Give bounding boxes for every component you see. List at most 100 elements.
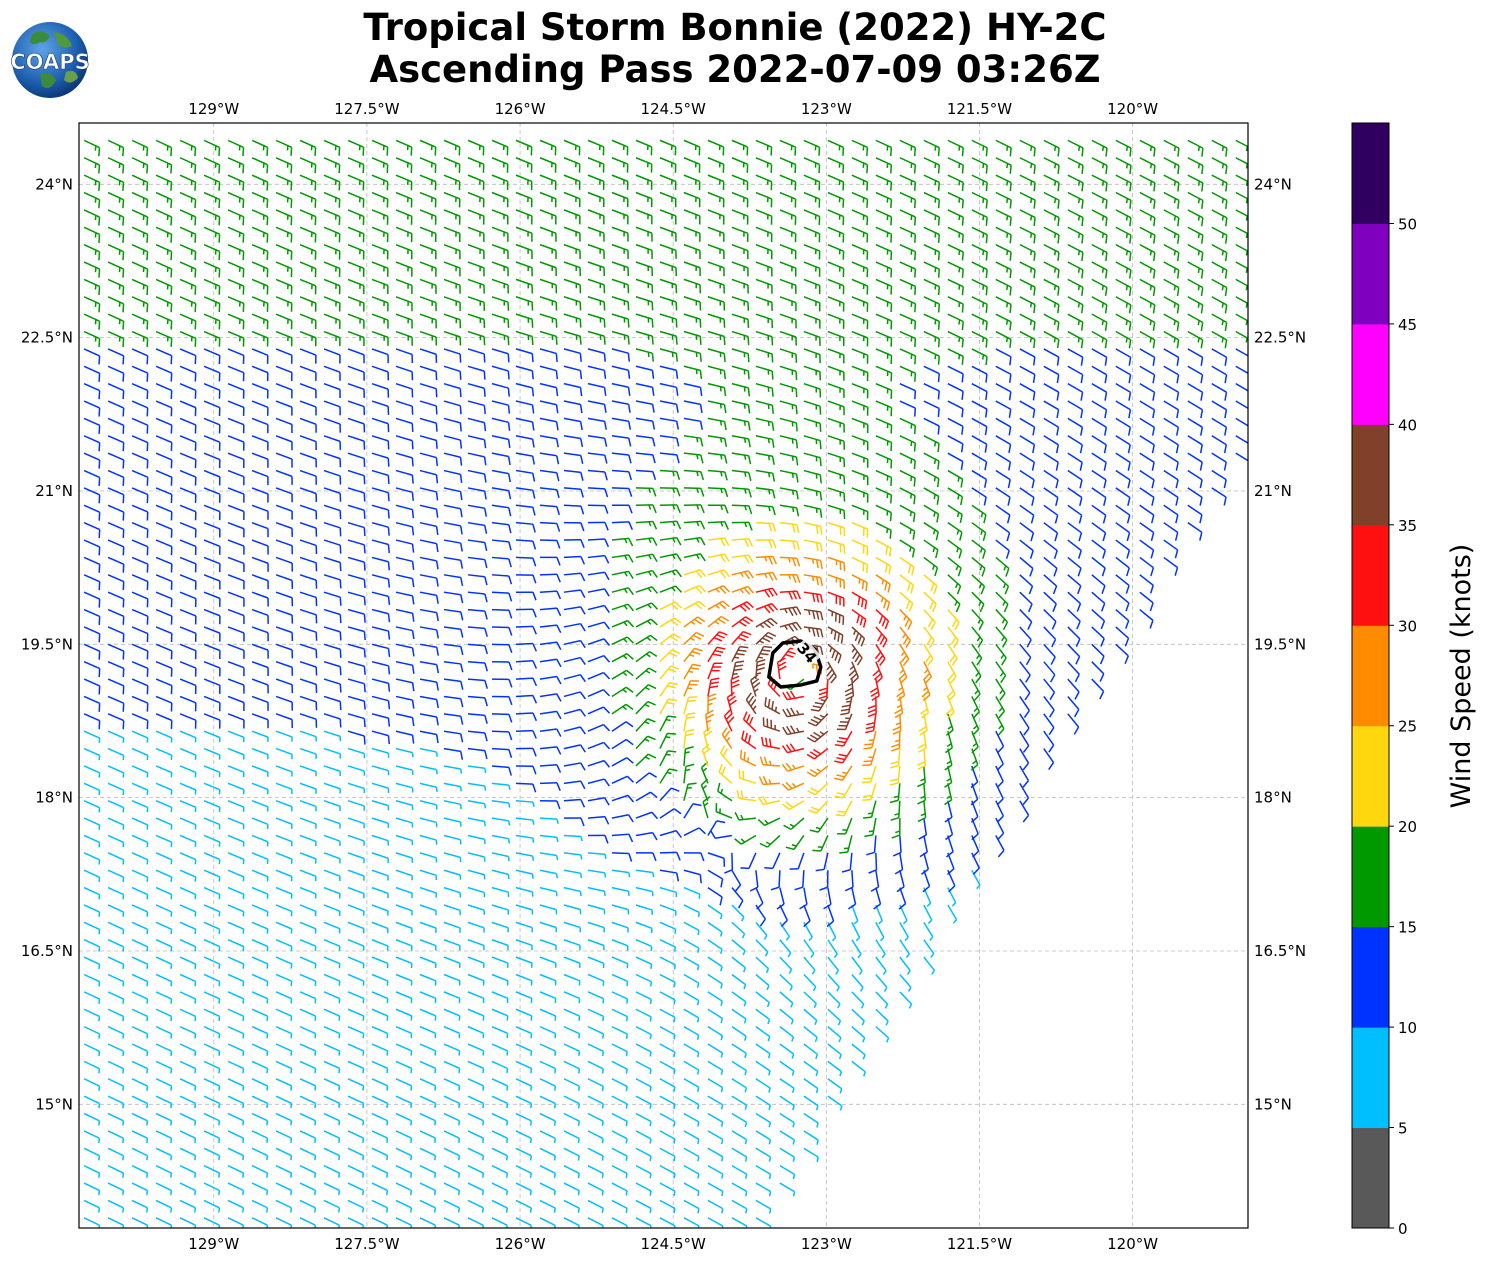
wind-barb	[917, 783, 926, 805]
wind-barb	[323, 608, 342, 624]
wind-barb	[896, 678, 906, 702]
wind-barb	[395, 956, 413, 969]
wind-barb	[803, 608, 824, 621]
wind-barb	[611, 1112, 628, 1127]
wind-barb	[347, 991, 365, 1004]
wind-barb	[467, 799, 487, 809]
wind-barb	[83, 869, 101, 883]
top-lon-tick-label: 120°W	[1107, 100, 1158, 118]
wind-barb	[371, 817, 390, 828]
wind-barb	[851, 904, 859, 925]
wind-barb	[635, 753, 657, 767]
wind-barb	[83, 834, 101, 848]
wind-barb	[515, 642, 538, 652]
wind-barb	[203, 782, 221, 795]
wind-barb	[131, 869, 149, 882]
wind-barb	[539, 1078, 557, 1091]
wind-barb	[611, 1008, 629, 1022]
wind-barb	[395, 852, 414, 863]
wind-barb	[779, 1182, 796, 1197]
wind-barb	[347, 1060, 365, 1074]
wind-barb	[443, 1025, 461, 1039]
wind-barb	[131, 1182, 149, 1196]
wind-barb	[635, 1043, 652, 1057]
wind-barb	[806, 747, 829, 760]
wind-barb	[419, 730, 439, 744]
wind-barb	[83, 904, 101, 917]
wind-barb	[419, 1130, 437, 1143]
wind-barb	[347, 1095, 365, 1109]
wind-barb	[251, 1182, 269, 1196]
wind-barb	[227, 886, 245, 899]
wind-barb	[395, 817, 414, 828]
wind-barb	[635, 921, 653, 934]
wind-barb	[491, 904, 510, 915]
wind-barb	[491, 973, 509, 986]
wind-barb	[227, 747, 245, 760]
wind-barb	[131, 1025, 149, 1039]
wind-barb	[179, 1147, 197, 1161]
wind-barb	[683, 939, 700, 953]
wind-barb	[875, 1008, 889, 1026]
wind-barb	[155, 886, 173, 900]
colorbar-bin	[1352, 424, 1389, 526]
wind-barb	[107, 626, 125, 643]
wind-barb	[299, 1164, 317, 1178]
wind-barb	[683, 1147, 700, 1162]
wind-barb	[1067, 713, 1080, 735]
wind-barb	[635, 634, 658, 645]
wind-barb	[155, 1112, 173, 1126]
wind-barb	[635, 1147, 652, 1162]
wind-barb	[107, 1130, 125, 1144]
wind-barb	[834, 730, 853, 747]
wind-barb	[443, 1060, 461, 1074]
wind-barb	[83, 1078, 101, 1091]
wind-barb	[840, 696, 853, 716]
wind-barb	[707, 1008, 724, 1024]
wind-barb	[923, 609, 936, 631]
wind-barb	[707, 631, 728, 645]
colorbar-bin	[1352, 826, 1389, 928]
wind-barb	[251, 834, 269, 847]
wind-barb	[563, 708, 586, 717]
wind-barb	[870, 870, 880, 892]
wind-barb	[635, 1164, 652, 1179]
wind-barb	[875, 904, 883, 925]
wind-barb	[587, 869, 607, 878]
wind-barb	[995, 800, 1004, 823]
wind-barb	[155, 834, 173, 848]
wind-barb	[275, 1199, 293, 1213]
wind-barb	[762, 717, 781, 732]
wind-barb	[683, 1060, 700, 1075]
wind-barb	[467, 973, 485, 986]
wind-barb	[491, 1147, 509, 1161]
wind-barb	[635, 811, 659, 820]
wind-barb	[419, 939, 437, 951]
wind-barb	[203, 1130, 221, 1143]
wind-barb	[834, 782, 853, 799]
wind-barb	[419, 834, 438, 845]
wind-barb	[227, 678, 245, 694]
wind-barb	[299, 956, 317, 969]
wind-barb	[659, 886, 678, 898]
wind-barb	[419, 1025, 437, 1039]
wind-barb	[899, 956, 911, 975]
wind-barb	[635, 1112, 652, 1127]
wind-barb	[731, 921, 746, 939]
wind-barb	[742, 711, 757, 732]
wind-barb	[251, 1095, 269, 1109]
wind-barb	[443, 1199, 461, 1213]
wind-barb	[443, 660, 464, 673]
wind-barb	[83, 1147, 101, 1161]
wind-barb	[785, 835, 805, 851]
wind-barb	[874, 643, 886, 666]
wind-barb	[995, 643, 1007, 666]
wind-barb	[872, 661, 883, 684]
wind-barb	[491, 1025, 509, 1039]
wind-barb	[779, 991, 794, 1008]
wind-barb	[1043, 643, 1056, 665]
wind-barb	[779, 606, 802, 617]
wind-barb	[131, 1199, 149, 1213]
wind-barb	[179, 730, 197, 743]
wind-barb	[491, 869, 510, 880]
